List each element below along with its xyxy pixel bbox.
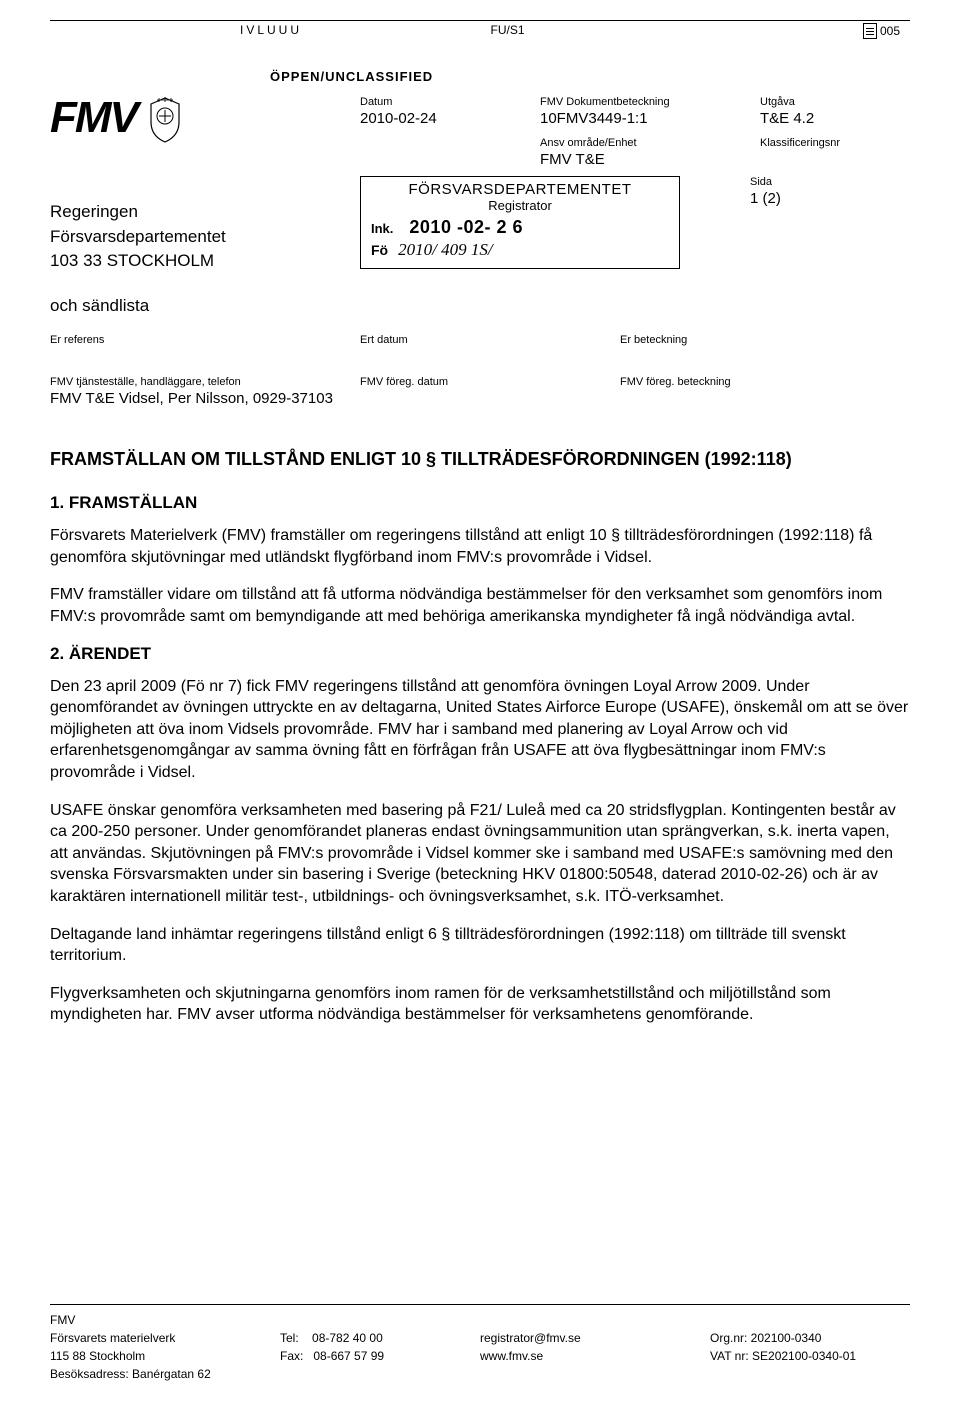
tel-value: 08-782 40 00 (312, 1331, 383, 1345)
classification-label: ÖPPEN/UNCLASSIFIED (270, 69, 910, 84)
handler-row: FMV tjänsteställe, handläggare, telefon … (50, 376, 910, 407)
utgava-label: Utgåva (760, 96, 900, 108)
ansv-value: FMV T&E (540, 151, 760, 168)
fax-page-num: 005 (880, 24, 900, 38)
letterhead-grid: FMV Datum 2010-02-24 FMV Dokumentbeteckn… (50, 96, 910, 178)
er-beteckning-label: Er beteckning (620, 334, 900, 346)
fax-left-code: IVLUUU (240, 23, 302, 39)
er-referens-label: Er referens (50, 334, 360, 346)
footer-orgnr: Org.nr: 202100-0340 (710, 1329, 910, 1347)
reference-row: Er referens Ert datum Er beteckning (50, 334, 910, 346)
addressee-block: Regeringen Försvarsdepartementet 103 33 … (50, 200, 360, 274)
stamp-ink-date: 2010 -02- 2 6 (409, 217, 523, 238)
handler-label: FMV tjänsteställe, handläggare, telefon (50, 376, 360, 388)
handler-value: FMV T&E Vidsel, Per Nilsson, 0929-37103 (50, 390, 360, 407)
fmv-logo-text: FMV (50, 96, 137, 140)
footer-blank3 (710, 1311, 910, 1329)
footer-col2: Tel: 08-782 40 00 Fax: 08-667 57 99 (280, 1311, 480, 1383)
footer-col4: Org.nr: 202100-0340 VAT nr: SE202100-034… (710, 1311, 910, 1383)
stamp-fo-value: 2010/ 409 1S/ (398, 240, 492, 260)
section-2-heading: 2. ÄRENDET (50, 644, 910, 664)
addressee-line2: Försvarsdepartementet (50, 225, 360, 250)
footer-col1: FMV Försvarets materielverk 115 88 Stock… (50, 1311, 280, 1383)
foreg-datum-label: FMV föreg. datum (360, 376, 620, 388)
footer: FMV Försvarets materielverk 115 88 Stock… (50, 1304, 910, 1383)
stamp-col: FÖRSVARSDEPARTEMENTET Registrator Ink. 2… (360, 176, 730, 269)
meta-utgava: Utgåva T&E 4.2 Klassificeringsnr (760, 96, 900, 178)
addressee-col: Regeringen Försvarsdepartementet 103 33 … (50, 176, 360, 316)
fax-page-stamp: 005 (863, 23, 900, 39)
tel-label: Tel: (280, 1331, 299, 1345)
ansv-label: Ansv område/Enhet (540, 137, 760, 149)
footer-fax: Fax: 08-667 57 99 (280, 1347, 480, 1365)
sida-value: 1 (2) (750, 190, 900, 207)
footer-blank1 (280, 1311, 480, 1329)
foreg-bet-label: FMV föreg. beteckning (620, 376, 900, 388)
footer-tel: Tel: 08-782 40 00 (280, 1329, 480, 1347)
para-1: Försvarets Materielverk (FMV) framställe… (50, 525, 910, 568)
crest-icon (145, 96, 185, 144)
fax-value: 08-667 57 99 (313, 1349, 384, 1363)
fax-header: IVLUUU FU/S1 005 (50, 20, 910, 39)
stamp-fo-row: Fö 2010/ 409 1S/ (371, 240, 669, 260)
klass-label: Klassificeringsnr (760, 137, 900, 149)
para-2: FMV framställer vidare om tillstånd att … (50, 584, 910, 627)
para-4: USAFE önskar genomföra verksamheten med … (50, 800, 910, 908)
footer-vat: VAT nr: SE202100-0340-01 (710, 1347, 910, 1365)
registrar-stamp: FÖRSVARSDEPARTEMENTET Registrator Ink. 2… (360, 176, 680, 269)
stamp-ink-row: Ink. 2010 -02- 2 6 (371, 217, 669, 238)
utgava-value: T&E 4.2 (760, 110, 900, 127)
document-title: FRAMSTÄLLAN OM TILLSTÅND ENLIGT 10 § TIL… (50, 447, 910, 471)
addressee-line3: 103 33 STOCKHOLM (50, 249, 360, 274)
sandlista: och sändlista (50, 296, 360, 316)
datum-label: Datum (360, 96, 540, 108)
stamp-ink-label: Ink. (371, 221, 393, 236)
addressee-line1: Regeringen (50, 200, 360, 225)
foreg-datum-col: FMV föreg. datum (360, 376, 620, 407)
meta-datum: Datum 2010-02-24 (360, 96, 540, 178)
footer-col3: registrator@fmv.se www.fmv.se (480, 1311, 710, 1383)
fax-label: Fax: (280, 1349, 303, 1363)
ert-datum-label: Ert datum (360, 334, 620, 346)
datum-value: 2010-02-24 (360, 110, 540, 127)
para-5: Deltagande land inhämtar regeringens til… (50, 924, 910, 967)
footer-addr1: 115 88 Stockholm (50, 1347, 280, 1365)
sida-label: Sida (750, 176, 900, 188)
handler-col: FMV tjänsteställe, handläggare, telefon … (50, 376, 360, 407)
meta-docref: FMV Dokumentbeteckning 10FMV3449-1:1 Ans… (540, 96, 760, 178)
footer-blank2 (480, 1311, 710, 1329)
footer-addr2: Besöksadress: Banérgatan 62 (50, 1365, 280, 1383)
footer-email: registrator@fmv.se (480, 1329, 710, 1347)
document-body: FRAMSTÄLLAN OM TILLSTÅND ENLIGT 10 § TIL… (50, 447, 910, 1026)
fax-mid-code: FU/S1 (490, 23, 524, 39)
footer-web: www.fmv.se (480, 1347, 710, 1365)
footer-orgname: Försvarets materielverk (50, 1329, 280, 1347)
sida-col: Sida 1 (2) (730, 176, 900, 217)
stamp-fo-label: Fö (371, 242, 388, 258)
docref-label: FMV Dokumentbeteckning (540, 96, 760, 108)
stamp-sub: Registrator (371, 198, 669, 213)
foreg-bet-col: FMV föreg. beteckning (620, 376, 900, 407)
docref-value: 10FMV3449-1:1 (540, 110, 760, 127)
addressee-stamp-row: Regeringen Försvarsdepartementet 103 33 … (50, 176, 910, 316)
stamp-heading: FÖRSVARSDEPARTEMENTET (371, 181, 669, 198)
logo-cell: FMV (50, 96, 360, 178)
para-6: Flygverksamheten och skjutningarna genom… (50, 983, 910, 1026)
footer-org: FMV (50, 1311, 280, 1329)
page-icon (863, 23, 877, 39)
para-3: Den 23 april 2009 (Fö nr 7) fick FMV reg… (50, 676, 910, 784)
section-1-heading: 1. FRAMSTÄLLAN (50, 493, 910, 513)
